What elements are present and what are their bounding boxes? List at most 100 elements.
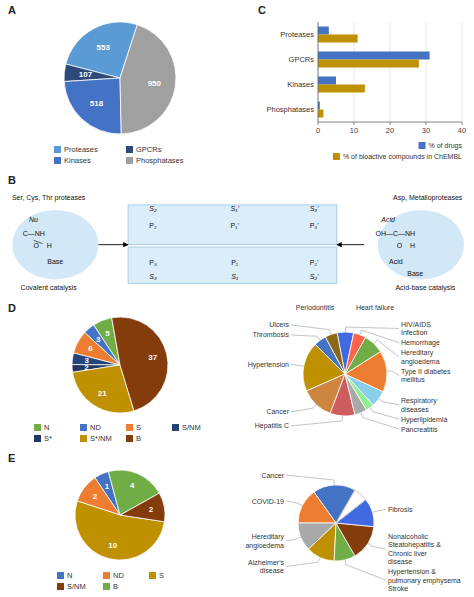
category-label: Fibrosis <box>388 506 413 513</box>
legend-entry: ND <box>90 423 101 432</box>
leader-line <box>291 335 320 340</box>
leader-line <box>286 501 302 506</box>
legend-entry: S/NM <box>182 423 201 432</box>
legend-entry: S <box>159 571 164 580</box>
legend-entry: % of drugs <box>429 142 463 150</box>
legend-entry: Kinases <box>64 156 91 165</box>
pie <box>303 332 387 416</box>
grid-line <box>318 22 319 122</box>
leader-line <box>291 405 316 412</box>
category-label: Alzheimer'sdisease <box>248 559 284 575</box>
legend-swatch <box>80 435 87 442</box>
annotation: P₁ <box>231 259 239 266</box>
legend-swatch <box>126 146 133 153</box>
legend-entry: GPCRs <box>136 145 162 154</box>
leader-line <box>345 560 386 580</box>
category-label: Cancer <box>261 472 284 479</box>
data-label: 2 <box>93 492 98 501</box>
slice <box>309 523 337 561</box>
slice <box>120 25 176 134</box>
category-label: Hypertension &pulmonary emphysemaStroke <box>388 568 461 592</box>
legend-swatch <box>126 424 133 431</box>
category-label: Hypertension <box>248 361 289 369</box>
annotation: S₃ <box>149 273 157 280</box>
tick <box>462 122 463 125</box>
legend-swatch <box>34 424 41 431</box>
category-label: Phosphatases <box>266 105 314 114</box>
annotation: P₃ <box>149 259 157 266</box>
legend-entry: S* <box>44 434 52 443</box>
enzyme-blob <box>12 210 98 280</box>
arrow <box>337 244 364 245</box>
annotation: OH—C—NH <box>375 230 415 237</box>
bar <box>318 60 419 68</box>
leader-line <box>360 330 399 343</box>
annotation: P₃’ <box>310 222 320 229</box>
legend-swatch <box>54 157 61 164</box>
leader-line <box>291 325 331 334</box>
legend-entry: B <box>136 434 141 443</box>
data-label: 107 <box>79 70 93 79</box>
panel-title: B <box>8 174 16 186</box>
category-label: Hemorrhage <box>401 339 440 347</box>
legend-entry: S/NM <box>67 582 86 591</box>
annotation: O H <box>34 242 52 249</box>
legend-swatch <box>333 153 340 160</box>
annotation: O H <box>397 242 415 249</box>
figure: 553107518950ProteasesGPCRsKinasesPhospha… <box>0 0 474 597</box>
category-label: Cancer <box>266 408 289 415</box>
category-label: Hyperlipidemia <box>401 416 447 424</box>
tick <box>354 122 355 125</box>
enzyme-blob <box>378 210 464 280</box>
bar <box>318 27 329 35</box>
legend: ProteasesGPCRsKinasesPhosphatases <box>54 145 184 165</box>
arrow <box>99 244 129 245</box>
annotation: Acid <box>380 216 396 223</box>
category-label: Respiratorydiseases <box>401 397 437 413</box>
pie <box>298 485 374 561</box>
legend-swatch <box>103 583 110 590</box>
legend-entry: N <box>44 423 49 432</box>
data-label: 6 <box>88 344 93 353</box>
slice <box>112 317 168 411</box>
leader-line <box>372 509 386 512</box>
leader-line <box>379 399 399 405</box>
category-label: Hereditaryangioedema <box>401 349 440 366</box>
leader-line <box>291 416 342 426</box>
legend-entry: ND <box>113 571 124 580</box>
bar <box>318 52 430 60</box>
category-label: Ulcers <box>269 321 289 328</box>
legend-swatch <box>57 572 64 579</box>
bar <box>318 110 323 118</box>
legend-swatch <box>34 435 41 442</box>
annotation: Heart failure <box>356 304 394 311</box>
category-label: HIV/AIDSInfection <box>401 321 431 337</box>
data-label: 553 <box>97 43 111 52</box>
legend-swatch <box>80 424 87 431</box>
annotation: S₁ <box>231 273 239 280</box>
slice <box>72 353 120 365</box>
legend-swatch <box>126 435 133 442</box>
annotation: Base <box>407 270 423 277</box>
pie <box>64 22 176 134</box>
data-label: 4 <box>130 481 135 490</box>
legend-entry: B <box>113 582 118 591</box>
annotation: Acid <box>389 258 403 265</box>
legend-entry: N <box>67 571 72 580</box>
legend-swatch <box>126 157 133 164</box>
tick-label: 20 <box>386 126 394 135</box>
annotation: Periodontitis <box>296 304 335 311</box>
substrate-box <box>128 205 337 245</box>
axis-line <box>318 22 319 122</box>
category-label: Pancreatitis <box>401 426 438 433</box>
data-label: 5 <box>105 329 110 338</box>
legend-entry: Proteases <box>64 145 98 154</box>
category-label: NonalcoholicSteatohepatitis &Chronic liv… <box>388 533 441 566</box>
annotation: Covalent catalysis <box>20 284 77 292</box>
leader-line <box>361 413 399 429</box>
panel-title: E <box>8 452 15 464</box>
slice <box>298 492 336 523</box>
leader-line <box>374 340 399 357</box>
slice <box>336 523 374 556</box>
data-label: 1 <box>105 482 110 491</box>
